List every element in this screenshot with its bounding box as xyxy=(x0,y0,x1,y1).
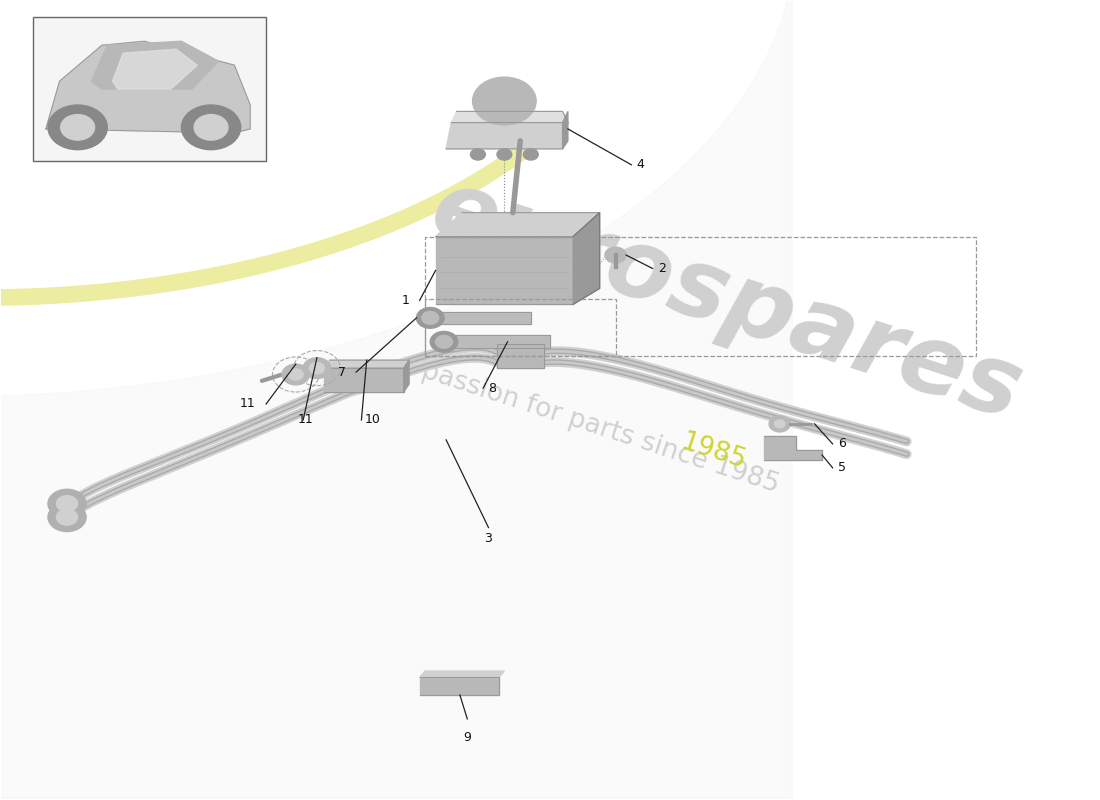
Circle shape xyxy=(288,369,304,380)
Polygon shape xyxy=(447,122,568,149)
Text: 4: 4 xyxy=(637,158,645,171)
Polygon shape xyxy=(419,678,499,695)
Text: 1985: 1985 xyxy=(678,429,749,474)
Bar xyxy=(33,18,266,161)
Polygon shape xyxy=(763,436,822,460)
Polygon shape xyxy=(444,335,550,348)
Circle shape xyxy=(60,114,95,140)
Polygon shape xyxy=(112,50,197,89)
Bar xyxy=(425,237,976,356)
Polygon shape xyxy=(436,237,573,304)
Text: 3: 3 xyxy=(484,531,493,545)
Bar xyxy=(497,344,543,368)
Circle shape xyxy=(182,105,241,150)
Polygon shape xyxy=(573,213,600,304)
Circle shape xyxy=(473,77,536,125)
Polygon shape xyxy=(436,213,600,237)
Circle shape xyxy=(282,364,309,385)
Polygon shape xyxy=(91,42,219,89)
Text: 1: 1 xyxy=(402,294,409,307)
Text: 5: 5 xyxy=(838,462,846,474)
Text: a passion for parts since 1985: a passion for parts since 1985 xyxy=(395,350,783,498)
Text: 2: 2 xyxy=(658,262,666,275)
Circle shape xyxy=(417,307,444,328)
Circle shape xyxy=(605,247,626,263)
Polygon shape xyxy=(562,111,568,149)
Text: 6: 6 xyxy=(838,438,846,450)
Circle shape xyxy=(56,510,78,525)
Circle shape xyxy=(497,149,512,160)
Text: 8: 8 xyxy=(488,382,496,394)
Circle shape xyxy=(436,335,452,348)
Circle shape xyxy=(524,149,538,160)
Text: eurospares: eurospares xyxy=(420,161,1034,440)
Polygon shape xyxy=(451,111,568,122)
Circle shape xyxy=(304,358,331,378)
Polygon shape xyxy=(430,311,531,324)
Circle shape xyxy=(309,362,324,374)
Text: 9: 9 xyxy=(463,731,471,744)
Polygon shape xyxy=(46,42,250,133)
Polygon shape xyxy=(404,360,409,392)
Polygon shape xyxy=(324,368,404,392)
Circle shape xyxy=(471,149,485,160)
Circle shape xyxy=(430,331,458,352)
Circle shape xyxy=(56,496,78,512)
Text: 11: 11 xyxy=(240,398,255,410)
Text: 10: 10 xyxy=(364,414,381,426)
Circle shape xyxy=(48,490,86,518)
Polygon shape xyxy=(324,360,409,368)
Polygon shape xyxy=(0,0,792,798)
Circle shape xyxy=(421,311,439,324)
Circle shape xyxy=(194,114,228,140)
Circle shape xyxy=(774,420,785,428)
Text: 7: 7 xyxy=(338,366,345,378)
Circle shape xyxy=(48,105,108,150)
Polygon shape xyxy=(419,671,505,678)
Bar xyxy=(425,298,616,356)
Circle shape xyxy=(769,416,790,432)
Circle shape xyxy=(48,503,86,531)
Text: 11: 11 xyxy=(298,414,314,426)
